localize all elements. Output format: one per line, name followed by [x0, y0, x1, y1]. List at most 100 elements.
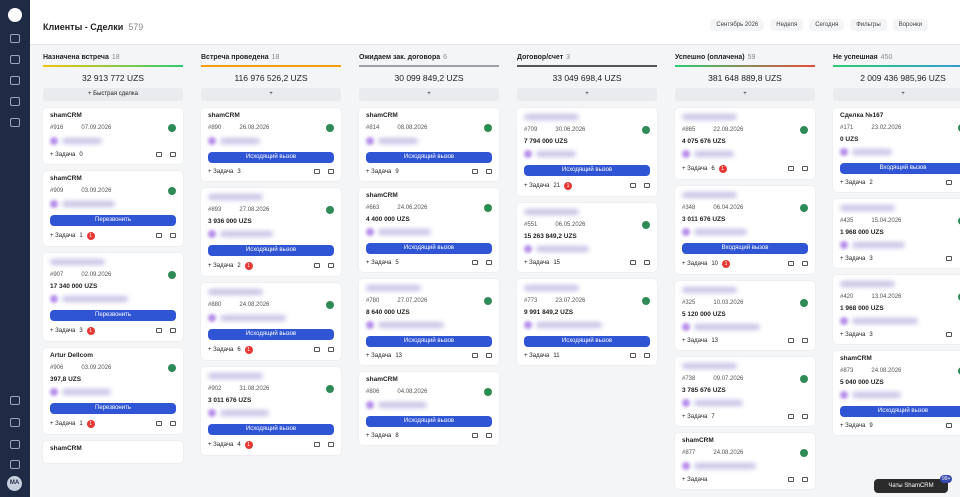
phone-icon[interactable] — [472, 433, 478, 438]
phone-icon[interactable] — [630, 353, 636, 358]
call-button[interactable]: Входящий вызов — [682, 242, 808, 254]
deal-card[interactable]: Сделка №167 #171 23.02.2026 0 UZS Входящий в… — [833, 107, 960, 192]
phone-icon[interactable] — [788, 477, 794, 482]
mail-icon[interactable] — [486, 260, 492, 265]
call-button[interactable]: Исходящий вызов — [208, 328, 334, 340]
phone-icon[interactable] — [788, 414, 794, 419]
deal-card[interactable]: #773 23.07.2026 9 991 849,2 UZS Исходящий в… — [517, 278, 657, 365]
mail-icon[interactable] — [802, 414, 808, 419]
deal-card[interactable]: #907 02.09.2026 17 340 000 UZS Перезвонить +… — [43, 252, 183, 341]
mail-icon[interactable] — [328, 169, 334, 174]
deal-card[interactable]: #738 09.07.2026 3 785 676 UZS + Задача 7 — [675, 356, 815, 426]
phone-icon[interactable] — [630, 183, 636, 188]
call-button[interactable]: Исходящий вызов — [366, 242, 492, 254]
call-button[interactable]: Перезвонить — [50, 402, 176, 414]
deal-card[interactable]: shamCRM #806 04.08.2026 Исходящий вызов + За… — [359, 371, 499, 445]
deal-card[interactable]: #865 22.08.2026 4 075 676 UZS + Задача 6 1 — [675, 107, 815, 179]
deal-card[interactable]: #420 13.04.2026 1 968 000 UZS + Задача 3 — [833, 274, 960, 344]
mail-icon[interactable] — [644, 183, 650, 188]
toolbar-button[interactable]: Воронки — [892, 19, 928, 31]
nav-icon[interactable] — [10, 55, 20, 64]
mail-icon[interactable] — [328, 347, 334, 352]
mail-icon[interactable] — [170, 152, 176, 157]
call-button[interactable]: Входящий вызов — [840, 162, 960, 174]
call-button[interactable]: Исходящий вызов — [208, 151, 334, 163]
mail-icon[interactable] — [328, 442, 334, 447]
deal-card[interactable]: shamCRM #663 24.06.2026 4 400 000 UZS Исходя… — [359, 187, 499, 272]
add-deal-button[interactable]: + — [359, 87, 499, 101]
deal-card[interactable]: shamCRM #877 24.08.2026 + Задача — [675, 432, 815, 489]
mail-icon[interactable] — [486, 433, 492, 438]
call-button[interactable]: Исходящий вызов — [366, 151, 492, 163]
nav-icon[interactable] — [10, 440, 20, 449]
mail-icon[interactable] — [802, 166, 808, 171]
call-button[interactable]: Исходящий вызов — [208, 423, 334, 435]
deal-card[interactable]: #709 30.06.2026 7 794 000 UZS Исходящий выз… — [517, 107, 657, 196]
call-button[interactable]: Перезвонить — [50, 214, 176, 226]
call-button[interactable]: Исходящий вызов — [208, 244, 334, 256]
add-deal-button[interactable]: + — [517, 87, 657, 101]
nav-icon[interactable] — [10, 97, 20, 106]
toolbar-button[interactable]: Фильтры — [850, 19, 887, 31]
deal-card[interactable]: #880 24.08.2026 Исходящий вызов + Задача 6 1 — [201, 282, 341, 360]
deal-card[interactable]: shamCRM #814 08.08.2026 Исходящий вызов + За… — [359, 107, 499, 181]
toolbar-button[interactable]: Неделя — [770, 19, 804, 31]
call-button[interactable]: Исходящий вызов — [524, 335, 650, 347]
user-avatar[interactable]: MA — [7, 476, 22, 491]
nav-icon[interactable] — [10, 418, 20, 427]
toolbar-button[interactable]: Сегодня — [809, 19, 845, 31]
deal-card[interactable]: #902 31.08.2026 3 011 676 UZS Исходящий выз… — [201, 366, 341, 455]
toolbar-button[interactable]: Сентябрь 2026 — [710, 19, 765, 31]
phone-icon[interactable] — [788, 261, 794, 266]
mail-icon[interactable] — [170, 328, 176, 333]
logo[interactable] — [8, 8, 22, 22]
deal-card[interactable]: shamCRM #909 03.09.2026 Перезвонить + Задача… — [43, 170, 183, 246]
phone-icon[interactable] — [946, 423, 952, 428]
mail-icon[interactable] — [486, 169, 492, 174]
call-button[interactable]: Исходящий вызов — [840, 405, 960, 417]
deal-card[interactable]: #325 10.03.2026 5 120 000 UZS + Задача 13 — [675, 280, 815, 350]
phone-icon[interactable] — [946, 332, 952, 337]
deal-card[interactable]: shamCRM #916 07.09.2026 + Задача 0 — [43, 107, 183, 164]
nav-icon[interactable] — [10, 34, 20, 43]
add-deal-button[interactable]: + Быстрая сделка — [43, 87, 183, 101]
deal-card[interactable]: #551 06.05.2026 15 263 849,2 UZS + Задача 15 — [517, 202, 657, 272]
mail-icon[interactable] — [170, 233, 176, 238]
phone-icon[interactable] — [156, 152, 162, 157]
call-button[interactable]: Исходящий вызов — [366, 335, 492, 347]
call-button[interactable]: Перезвонить — [50, 309, 176, 321]
deal-card[interactable]: Artur Dellcom #906 03.09.2026 397,8 UZS Пере… — [43, 347, 183, 434]
phone-icon[interactable] — [472, 353, 478, 358]
phone-icon[interactable] — [156, 233, 162, 238]
nav-icon[interactable] — [10, 396, 20, 405]
deal-card[interactable]: shamCRM — [43, 440, 183, 463]
mail-icon[interactable] — [802, 477, 808, 482]
mail-icon[interactable] — [802, 338, 808, 343]
phone-icon[interactable] — [314, 347, 320, 352]
phone-icon[interactable] — [314, 169, 320, 174]
mail-icon[interactable] — [328, 263, 334, 268]
mail-icon[interactable] — [802, 261, 808, 266]
phone-icon[interactable] — [946, 180, 952, 185]
mail-icon[interactable] — [644, 353, 650, 358]
phone-icon[interactable] — [946, 256, 952, 261]
mail-icon[interactable] — [170, 421, 176, 426]
mail-icon[interactable] — [644, 260, 650, 265]
phone-icon[interactable] — [472, 169, 478, 174]
phone-icon[interactable] — [156, 328, 162, 333]
nav-icon[interactable] — [10, 118, 20, 127]
call-button[interactable]: Исходящий вызов — [524, 164, 650, 176]
deal-card[interactable]: shamCRM #873 24.08.2026 5 040 000 UZS Исходя… — [833, 350, 960, 435]
add-deal-button[interactable]: + — [201, 87, 341, 101]
phone-icon[interactable] — [314, 263, 320, 268]
phone-icon[interactable] — [156, 421, 162, 426]
mail-icon[interactable] — [486, 353, 492, 358]
chat-button[interactable]: Чаты ShamCRM — [874, 479, 948, 493]
nav-icon[interactable] — [10, 460, 20, 469]
deal-card[interactable]: shamCRM #890 26.08.2026 Исходящий вызов + За… — [201, 107, 341, 181]
add-deal-button[interactable]: + — [675, 87, 815, 101]
deal-card[interactable]: #780 27.07.2026 8 640 000 UZS Исходящий выз… — [359, 278, 499, 365]
phone-icon[interactable] — [314, 442, 320, 447]
phone-icon[interactable] — [788, 166, 794, 171]
add-deal-button[interactable]: + — [833, 87, 960, 101]
